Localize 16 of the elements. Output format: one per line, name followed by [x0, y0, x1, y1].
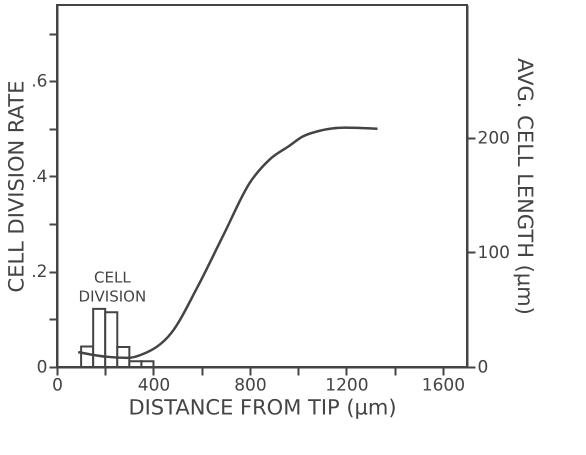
x-tick-label: 1200	[325, 376, 369, 396]
y2-tick-label: 0	[478, 358, 488, 378]
x-axis-title: DISTANCE FROM TIP (µm)	[128, 396, 397, 420]
annotation: CELL DIVISION	[78, 268, 146, 306]
y2-tick-label: 100	[478, 242, 510, 263]
y2-axis-title: AVG. CELL LENGTH (µm)	[512, 58, 537, 315]
x-tick-label: 400	[138, 376, 170, 396]
x-tick-label: 0	[52, 376, 63, 396]
y-tick-label: .6	[31, 72, 48, 92]
y-tick-label: .4	[31, 166, 48, 187]
y2-tick-label: 200	[478, 128, 510, 148]
y-axis-title: CELL DIVISION RATE	[4, 80, 28, 292]
y-tick-label: 0	[36, 358, 48, 378]
x-tick-label: 1600	[422, 376, 466, 396]
y-tick-label: .2	[31, 262, 48, 282]
x-tick-label: 800	[234, 376, 267, 396]
